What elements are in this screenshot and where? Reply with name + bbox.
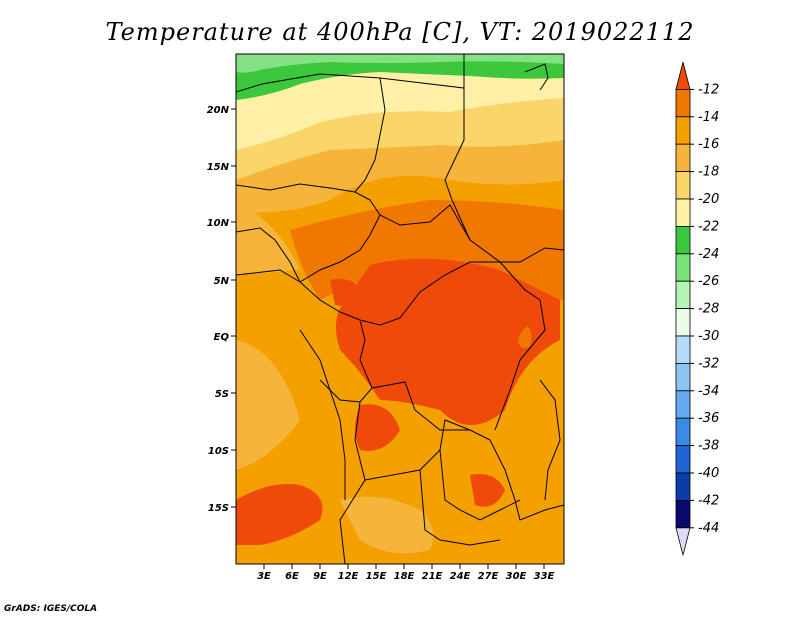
lat-tick-label: 5N xyxy=(214,276,230,287)
colorbar-label: -32 xyxy=(698,356,719,371)
colorbar-label: -24 xyxy=(698,247,719,262)
colorbar-label: -38 xyxy=(698,439,719,454)
colorbar-label: -40 xyxy=(698,466,719,481)
colorbar-label: -30 xyxy=(698,329,719,344)
grads-credit: GrADS: IGES/COLA xyxy=(4,604,98,614)
colorbar-segment xyxy=(675,225,691,255)
lat-tick-label: 10S xyxy=(208,446,229,457)
colorbar-segment xyxy=(675,527,691,556)
colorbar-segment xyxy=(675,198,691,227)
lat-tick-label: 15S xyxy=(208,503,229,514)
longitude-axis: 3E 6E 9E 12E 15E 18E 21E 24E 27E 30E 33E xyxy=(257,564,555,582)
colorbar-segment xyxy=(675,362,691,392)
lon-tick-label: 6E xyxy=(285,571,299,582)
colorbar-label: -44 xyxy=(698,521,719,536)
colorbar-segment xyxy=(675,335,691,364)
lat-tick-label: 20N xyxy=(207,105,230,116)
colorbar-segment xyxy=(675,89,691,118)
lon-tick-label: 33E xyxy=(534,571,555,582)
lon-tick-label: 12E xyxy=(338,571,359,582)
colorbar-label: -36 xyxy=(698,411,719,426)
colorbar-legend: -12 -14 -16 -18 -20 -22 -24 -26 -28 -30 -32 -34 -36 -… xyxy=(675,61,719,556)
lat-tick-label: 10N xyxy=(207,218,230,229)
colorbar-segment xyxy=(675,445,691,474)
colorbar-segment xyxy=(675,280,691,310)
colorbar-segment xyxy=(675,116,691,145)
colorbar-segment xyxy=(675,308,691,337)
lon-tick-label: 9E xyxy=(313,571,327,582)
colorbar-segment xyxy=(675,417,691,447)
colorbar-label: -28 xyxy=(698,302,719,317)
colorbar-label: -22 xyxy=(698,219,719,234)
colorbar-label: -18 xyxy=(698,165,719,180)
colorbar-label: -26 xyxy=(698,274,719,289)
map-title: Temperature at 400hPa [C], VT: 201902211… xyxy=(105,18,695,46)
lon-tick-label: 15E xyxy=(366,571,387,582)
colorbar-label: -16 xyxy=(698,137,719,152)
lon-tick-label: 24E xyxy=(450,571,471,582)
lon-tick-label: 21E xyxy=(422,571,443,582)
colorbar-label: -20 xyxy=(698,192,719,207)
colorbar-segment xyxy=(675,499,691,529)
lon-tick-label: 3E xyxy=(257,571,271,582)
lon-tick-label: 27E xyxy=(478,571,499,582)
colorbar-segment xyxy=(675,171,691,200)
latitude-axis: 20N 15N 10N 5N EQ 5S 10S 15S xyxy=(207,105,236,514)
colorbar-label: -34 xyxy=(698,384,719,399)
colorbar-segment xyxy=(675,143,691,172)
colorbar-segment xyxy=(675,472,691,501)
colorbar-segment xyxy=(675,61,691,90)
colorbar-label: -42 xyxy=(698,493,719,508)
colorbar-label: -14 xyxy=(698,110,719,125)
colorbar-segment xyxy=(675,390,691,419)
lon-tick-label: 30E xyxy=(506,571,527,582)
lat-tick-label: EQ xyxy=(214,332,230,343)
colorbar-segment xyxy=(675,253,691,282)
lat-tick-label: 5S xyxy=(215,389,229,400)
lon-tick-label: 18E xyxy=(394,571,415,582)
lat-tick-label: 15N xyxy=(207,162,230,173)
temperature-map xyxy=(235,53,565,565)
colorbar-label: -12 xyxy=(698,82,719,97)
